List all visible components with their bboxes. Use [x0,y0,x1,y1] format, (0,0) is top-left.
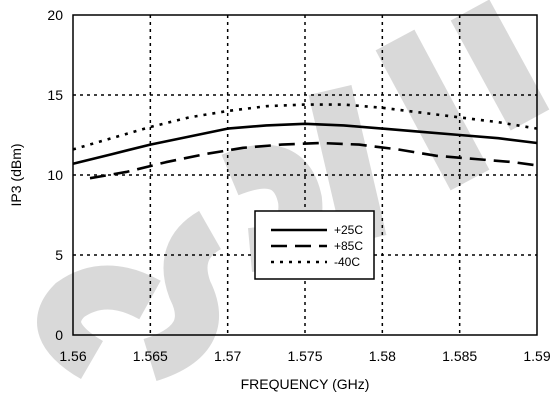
y-tick-label: 20 [47,7,63,23]
legend-label-2: -40C [334,255,360,269]
legend-label-1: +85C [334,239,363,253]
x-tick-labels: 1.56 1.565 1.57 1.575 1.58 1.585 1.59 [59,348,550,364]
plot-frame [72,14,538,336]
x-tick-label: 1.585 [442,348,477,364]
series-line-0 [72,122,538,166]
x-axis-label: FREQUENCY (GHz) [241,376,370,392]
x-tick-label: 1.575 [287,348,322,364]
legend: +25C +85C -40C [254,210,375,280]
watermark-stroke-4 [375,29,490,191]
x-tick-label: 1.565 [133,348,168,364]
y-tick-label: 15 [47,87,63,103]
x-tick-label: 1.59 [523,348,550,364]
watermark-stroke-5 [450,0,550,131]
series-line-1 [89,141,538,180]
y-tick-label: 5 [55,247,63,263]
y-tick-label: 10 [47,167,63,183]
grid-lines [73,15,537,335]
watermark-stroke-0 [37,265,161,380]
y-axis-label: IP3 (dBm) [8,143,24,206]
legend-label-0: +25C [334,223,363,237]
watermark-stroke-1 [142,210,222,382]
x-tick-label: 1.57 [214,348,241,364]
x-tick-label: 1.58 [369,348,396,364]
x-tick-label: 1.56 [59,348,86,364]
y-tick-labels: 0 5 10 15 20 [47,7,63,343]
y-tick-label: 0 [55,327,63,343]
series-lines [72,103,538,180]
obsolete-watermark [37,0,550,382]
